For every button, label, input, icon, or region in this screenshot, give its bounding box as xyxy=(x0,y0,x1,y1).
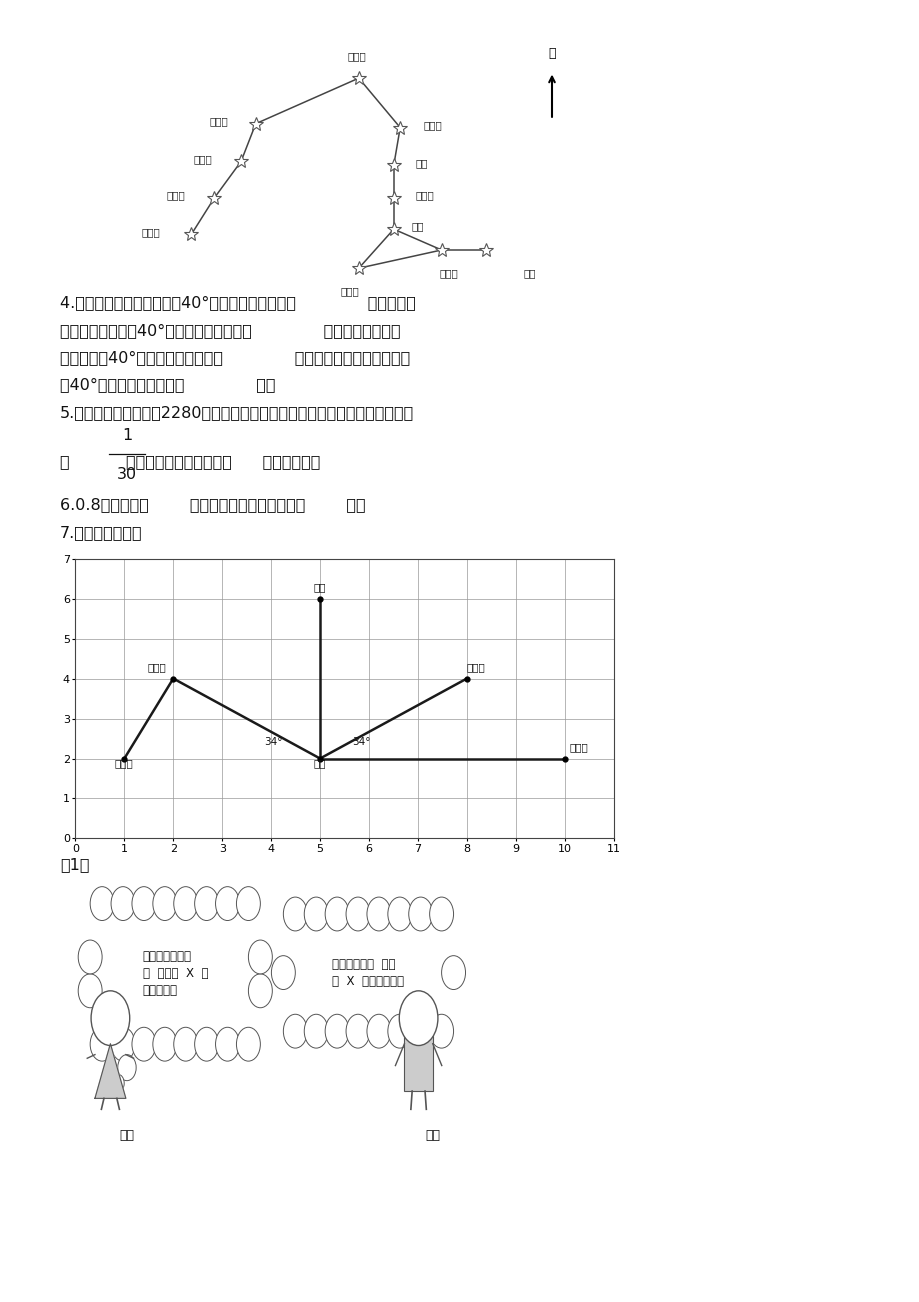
Circle shape xyxy=(283,1014,307,1048)
Text: 学校在小华家的
（  ）偏（  X  ）
的方向上。: 学校在小华家的 （ ）偏（ X ） 的方向上。 xyxy=(142,950,208,997)
Circle shape xyxy=(304,1014,328,1048)
Circle shape xyxy=(271,956,295,990)
Circle shape xyxy=(324,1014,348,1048)
Text: 34°: 34° xyxy=(352,737,370,746)
Circle shape xyxy=(408,897,432,931)
Text: 学校: 学校 xyxy=(313,759,326,768)
Text: 广场: 广场 xyxy=(523,268,536,279)
Text: 小红家: 小红家 xyxy=(147,663,165,673)
Text: 的           。我们今天一共铺设了（      ）米的管道。: 的 。我们今天一共铺设了（ ）米的管道。 xyxy=(60,454,320,470)
Text: 体育馆: 体育馆 xyxy=(193,154,211,164)
Circle shape xyxy=(248,974,272,1008)
Circle shape xyxy=(91,991,130,1046)
Circle shape xyxy=(78,940,102,974)
Bar xyxy=(404,1036,432,1091)
Text: （1）: （1） xyxy=(60,857,89,872)
Circle shape xyxy=(407,1042,425,1068)
Text: 小青家: 小青家 xyxy=(569,742,588,753)
Circle shape xyxy=(399,991,437,1046)
Circle shape xyxy=(195,1027,219,1061)
Text: 宾馆: 宾馆 xyxy=(313,582,326,592)
Circle shape xyxy=(174,1027,198,1061)
Text: 转40°后所面对的方向是（              ）。: 转40°后所面对的方向是（ ）。 xyxy=(60,378,275,393)
Text: 1: 1 xyxy=(121,427,132,443)
Text: 北: 北 xyxy=(548,47,555,60)
Circle shape xyxy=(215,887,239,921)
Circle shape xyxy=(78,974,102,1008)
Circle shape xyxy=(131,1027,155,1061)
Text: 6.0.8的倒数是（        ），最小的合数的倒数是（        ）。: 6.0.8的倒数是（ ），最小的合数的倒数是（ ）。 xyxy=(60,497,365,513)
Text: 34°: 34° xyxy=(264,737,282,746)
Circle shape xyxy=(441,956,465,990)
Text: 30: 30 xyxy=(117,467,137,483)
Circle shape xyxy=(324,897,348,931)
Text: 光明街: 光明街 xyxy=(166,190,185,201)
Circle shape xyxy=(408,1014,432,1048)
Text: 我家在学校（  ）偏
（  X  ）的方向上。: 我家在学校（ ）偏 （ X ）的方向上。 xyxy=(332,957,404,988)
Text: 图书馆: 图书馆 xyxy=(210,116,228,126)
Circle shape xyxy=(388,1014,412,1048)
Circle shape xyxy=(367,897,391,931)
Circle shape xyxy=(195,887,219,921)
Circle shape xyxy=(388,897,412,931)
Text: 4.丽丽面向北站立，向右转40°后所面对的方向是（              ）；丁丁面: 4.丽丽面向北站立，向右转40°后所面对的方向是（ ）；丁丁面 xyxy=(60,296,415,311)
Circle shape xyxy=(90,1027,114,1061)
Text: 向西站立，向左转40°后所面对的方向是（              ）；豆豆面向南站: 向西站立，向左转40°后所面对的方向是（ ）；豆豆面向南站 xyxy=(60,323,400,339)
Text: 真才路: 真才路 xyxy=(415,190,434,201)
Circle shape xyxy=(248,940,272,974)
Circle shape xyxy=(90,887,114,921)
Circle shape xyxy=(236,1027,260,1061)
Circle shape xyxy=(429,1014,453,1048)
Text: 小青: 小青 xyxy=(119,1129,134,1142)
Circle shape xyxy=(215,1027,239,1061)
Circle shape xyxy=(429,897,453,931)
Circle shape xyxy=(367,1014,391,1048)
Circle shape xyxy=(283,897,307,931)
Circle shape xyxy=(346,897,369,931)
Text: 7.看图回答问题。: 7.看图回答问题。 xyxy=(60,525,142,540)
Text: 医院: 医院 xyxy=(414,158,427,168)
Text: 动物园: 动物园 xyxy=(142,227,160,237)
Text: 5.我们计划铺设一条长2280米的地下管道，今天是第一天开工，就完成了全长: 5.我们计划铺设一条长2280米的地下管道，今天是第一天开工，就完成了全长 xyxy=(60,405,414,421)
Text: 科技馆: 科技馆 xyxy=(439,268,458,279)
Text: 小华: 小华 xyxy=(425,1129,439,1142)
Text: 汽车站: 汽车站 xyxy=(115,759,133,768)
Text: 商场: 商场 xyxy=(411,221,424,232)
Circle shape xyxy=(153,887,176,921)
Text: 立，向左转40°后所面对的方向是（              ）；齐齐面向东站立，向右: 立，向左转40°后所面对的方向是（ ）；齐齐面向东站立，向右 xyxy=(60,350,410,366)
FancyBboxPatch shape xyxy=(280,910,456,1035)
Circle shape xyxy=(111,887,135,921)
Polygon shape xyxy=(95,1044,126,1099)
Circle shape xyxy=(236,887,260,921)
FancyBboxPatch shape xyxy=(87,900,263,1048)
Circle shape xyxy=(131,887,155,921)
Circle shape xyxy=(118,1055,136,1081)
Text: 电影院: 电影院 xyxy=(340,286,358,297)
Text: 少年宫: 少年宫 xyxy=(347,51,366,61)
Circle shape xyxy=(419,1061,432,1079)
Text: 小华家: 小华家 xyxy=(466,663,485,673)
Circle shape xyxy=(304,897,328,931)
Text: 幸福路: 幸福路 xyxy=(424,120,442,130)
Circle shape xyxy=(111,1074,124,1092)
Circle shape xyxy=(153,1027,176,1061)
Circle shape xyxy=(174,887,198,921)
Circle shape xyxy=(111,1027,135,1061)
Circle shape xyxy=(346,1014,369,1048)
